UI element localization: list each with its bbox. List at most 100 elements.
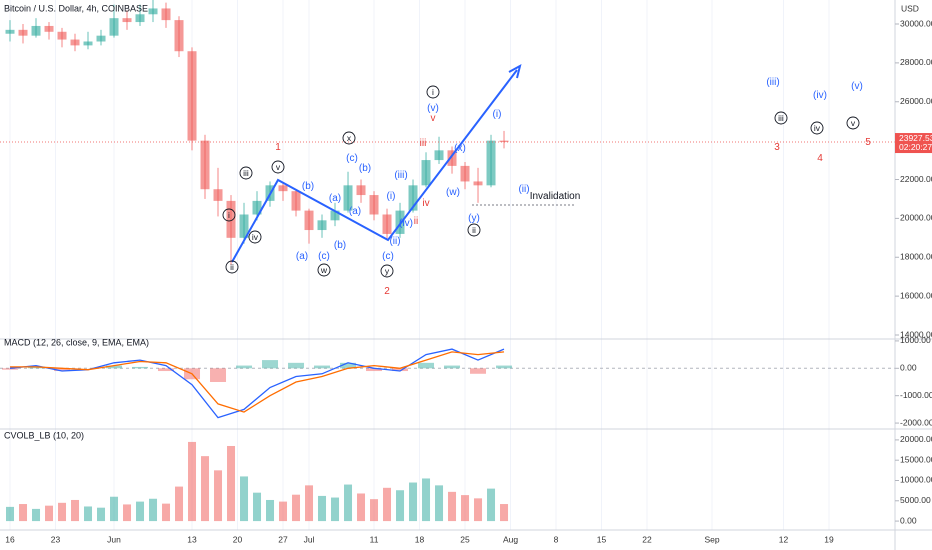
chart-title: Bitcoin / U.S. Dollar, 4h, COINBASE	[4, 3, 148, 13]
histogram-bar	[236, 365, 253, 369]
wave-circle	[248, 230, 262, 244]
volume-bar	[162, 503, 171, 522]
volume-bar	[500, 504, 509, 522]
candle-body	[421, 160, 431, 186]
histogram-bar	[158, 368, 175, 372]
wave-label: 5	[865, 137, 871, 148]
wave-circle	[342, 131, 356, 145]
candle-body	[18, 29, 28, 36]
wave-label: (y)	[468, 213, 480, 224]
wave-label: (a)	[349, 206, 361, 217]
wave-label: (b)	[359, 163, 371, 174]
histogram-bar	[314, 365, 331, 369]
y-tick-label: 20000.00	[900, 213, 932, 223]
wave-label: iv	[814, 123, 821, 133]
wave-label: (iii)	[766, 77, 779, 88]
volume-bar	[123, 504, 132, 522]
y-tick-label: -2000.00	[900, 417, 932, 427]
wave-label: 2	[384, 286, 390, 297]
wave-circle	[317, 263, 331, 277]
wave-label: i	[228, 210, 230, 220]
volume-bar	[32, 508, 41, 522]
x-tick-label: 18	[415, 534, 425, 544]
wave-label: (i)	[387, 191, 396, 202]
candle-body	[174, 20, 184, 52]
wave-label: ii	[472, 225, 476, 235]
volume-pane	[6, 441, 509, 522]
wave-label: (b)	[302, 181, 314, 192]
x-tick-label: 8	[554, 534, 559, 544]
candle-body	[291, 191, 301, 211]
y-tick-label: 14000.00	[900, 329, 932, 339]
volume-bar	[383, 487, 392, 522]
histogram-bar	[444, 365, 461, 369]
candle-body	[57, 31, 67, 40]
histogram-bar	[132, 366, 149, 369]
histogram-bar	[470, 368, 487, 374]
x-tick-label: 11	[370, 534, 379, 544]
candle-body	[395, 210, 405, 234]
wave-label: iii	[778, 113, 784, 123]
volume-bar	[331, 497, 340, 522]
wave-label: iii	[420, 138, 427, 149]
wave-label: v	[851, 118, 856, 128]
volume-bar	[136, 501, 145, 522]
wave-label: (v)	[427, 103, 439, 114]
histogram-bar	[340, 362, 357, 369]
macd-title: MACD (12, 26, close, 9, EMA, EMA)	[4, 337, 149, 347]
volume-bar	[201, 456, 210, 522]
wave-label: iv	[252, 232, 259, 242]
axes: 30000.00 28000.00 26000.00 22000.00 20000.00…	[5, 18, 932, 544]
x-tick-label: Aug	[503, 534, 518, 544]
volume-bar	[58, 502, 67, 522]
volume-bar	[149, 498, 158, 522]
candle-body	[70, 39, 80, 46]
volume-bar	[110, 496, 119, 522]
wave-label: Invalidation	[530, 191, 581, 202]
x-tick-label: 13	[187, 534, 197, 544]
volume-bar	[292, 494, 301, 522]
volume-bar	[6, 506, 15, 522]
wave-label: ii	[414, 216, 418, 227]
histogram-bar	[28, 366, 45, 369]
volume-bar	[71, 499, 80, 522]
candle-body	[239, 214, 249, 238]
candle-body	[304, 210, 314, 231]
x-tick-label: 20	[233, 534, 243, 544]
wave-label: (iv)	[813, 90, 827, 101]
macd-line	[10, 351, 505, 413]
volume-bar	[45, 505, 54, 522]
histogram-bar	[366, 368, 383, 372]
x-tick-label: 16	[5, 534, 15, 544]
wave-label: 3	[774, 142, 780, 153]
volume-bar	[357, 493, 366, 522]
histogram-bar	[106, 365, 123, 369]
y-tick-label: 28000.00	[900, 57, 932, 67]
x-tick-label: 19	[824, 534, 834, 544]
y-tick-label: 22000.00	[900, 174, 932, 184]
candle-body	[486, 140, 496, 186]
wave-label: (v)	[851, 81, 863, 92]
macd-pane	[0, 348, 895, 419]
volume-bar	[422, 478, 431, 522]
wave-circle	[222, 208, 236, 222]
wave-label: 1	[275, 142, 281, 153]
candle-body	[460, 165, 470, 182]
candle-body	[226, 200, 236, 238]
candle-body	[382, 214, 392, 234]
countdown: 02:20:27	[899, 142, 932, 152]
volume-bar	[305, 485, 314, 522]
currency: USD	[901, 3, 919, 13]
wave-label: (ii)	[389, 236, 400, 247]
y-tick-label: 18000.00	[900, 252, 932, 262]
x-tick-label: Jul	[304, 534, 315, 544]
volume-bar	[474, 498, 483, 522]
wave-label: v	[276, 162, 281, 172]
volume-bar	[97, 507, 106, 522]
wave-label: (iv)	[399, 218, 413, 229]
last-price: 23927.53	[899, 133, 932, 143]
wave-label: (c)	[382, 251, 394, 262]
volume-bar	[435, 485, 444, 522]
